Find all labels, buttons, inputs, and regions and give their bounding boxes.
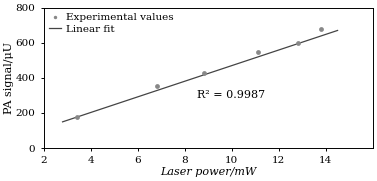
Point: [294, 41, 300, 44]
Point: [318, 27, 324, 30]
Point: [74, 116, 80, 119]
Legend: Experimental values, Linear fit: Experimental values, Linear fit: [47, 11, 175, 36]
Point: [153, 85, 159, 88]
Y-axis label: PA signal/μU: PA signal/μU: [4, 42, 14, 114]
Text: R² = 0.9987: R² = 0.9987: [196, 90, 265, 100]
Point: [201, 71, 207, 74]
Point: [254, 51, 261, 54]
X-axis label: Laser power/mW: Laser power/mW: [160, 167, 256, 177]
